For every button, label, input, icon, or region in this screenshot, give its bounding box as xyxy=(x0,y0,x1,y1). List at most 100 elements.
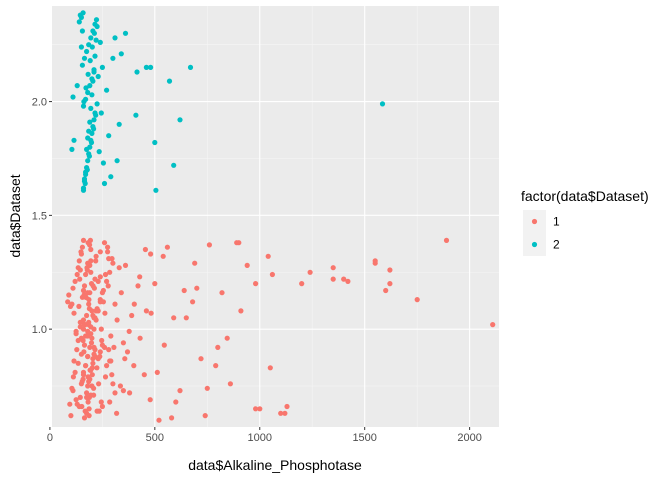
data-point-series-1 xyxy=(112,301,118,307)
data-point-series-1 xyxy=(104,278,110,284)
data-point-series-1 xyxy=(94,365,100,371)
data-point-series-1 xyxy=(67,401,73,407)
data-point-series-1 xyxy=(341,276,347,282)
data-point-series-2 xyxy=(133,112,139,118)
data-point-series-1 xyxy=(85,374,91,380)
data-point-series-1 xyxy=(77,394,83,400)
data-point-series-1 xyxy=(111,344,117,350)
data-point-series-1 xyxy=(77,276,83,282)
data-point-series-2 xyxy=(116,121,122,127)
data-point-series-1 xyxy=(73,328,79,334)
data-point-series-1 xyxy=(90,356,96,362)
data-point-series-2 xyxy=(88,139,95,146)
data-point-series-1 xyxy=(93,258,99,264)
data-point-series-1 xyxy=(88,258,94,264)
data-point-series-1 xyxy=(65,299,71,305)
data-point-series-1 xyxy=(224,335,230,341)
legend: factor(data$Dataset) 1 2 xyxy=(521,188,649,256)
data-point-series-1 xyxy=(77,319,83,325)
data-point-series-2 xyxy=(69,146,75,152)
data-point-series-1 xyxy=(253,281,259,287)
data-point-series-2 xyxy=(85,89,91,96)
data-point-series-1 xyxy=(414,297,420,303)
data-point-series-2 xyxy=(152,139,158,146)
data-point-series-1 xyxy=(82,322,88,328)
data-point-series-1 xyxy=(490,322,496,328)
data-point-series-2 xyxy=(80,187,87,193)
data-point-series-1 xyxy=(97,299,103,305)
data-point-series-1 xyxy=(88,340,95,346)
data-point-series-1 xyxy=(107,358,113,364)
data-point-series-1 xyxy=(244,262,250,268)
data-point-series-1 xyxy=(91,392,97,398)
data-point-series-2 xyxy=(92,53,98,59)
data-point-series-1 xyxy=(73,397,79,403)
data-point-series-1 xyxy=(91,326,97,332)
x-tick-label: 2000 xyxy=(457,432,481,444)
data-point-series-2 xyxy=(88,105,94,111)
data-point-series-1 xyxy=(86,406,92,412)
data-point-series-1 xyxy=(265,253,271,259)
data-point-series-2 xyxy=(77,12,83,18)
data-point-series-1 xyxy=(97,249,103,255)
data-point-series-2 xyxy=(134,69,140,75)
data-point-series-1 xyxy=(79,403,85,410)
data-point-series-1 xyxy=(114,410,120,416)
data-point-series-2 xyxy=(93,112,99,118)
data-point-series-1 xyxy=(84,265,90,271)
data-point-series-1 xyxy=(102,310,108,316)
data-point-series-2 xyxy=(83,169,89,175)
data-point-series-1 xyxy=(105,283,111,289)
data-point-series-1 xyxy=(269,271,275,278)
data-point-series-1 xyxy=(68,413,74,419)
data-point-series-1 xyxy=(85,353,91,360)
data-point-series-1 xyxy=(443,237,450,243)
data-point-series-1 xyxy=(106,347,112,353)
data-point-series-1 xyxy=(83,363,89,369)
data-point-series-2 xyxy=(97,39,103,46)
data-point-series-1 xyxy=(148,310,154,316)
data-point-series-1 xyxy=(202,413,208,419)
data-point-series-1 xyxy=(99,403,105,410)
data-point-series-1 xyxy=(90,360,96,366)
legend-title: factor(data$Dataset) xyxy=(521,188,649,204)
data-point-series-1 xyxy=(131,301,137,307)
data-point-series-1 xyxy=(80,326,87,332)
data-point-series-1 xyxy=(253,406,259,412)
data-point-series-1 xyxy=(88,246,94,253)
data-point-series-1 xyxy=(87,290,93,296)
data-point-series-1 xyxy=(105,244,111,250)
data-point-series-1 xyxy=(127,390,133,396)
data-point-series-2 xyxy=(81,176,88,182)
data-point-series-1 xyxy=(80,376,86,382)
data-point-series-1 xyxy=(112,390,118,396)
data-point-series-2 xyxy=(88,35,94,41)
data-point-series-2 xyxy=(100,160,106,166)
data-point-series-1 xyxy=(102,374,109,380)
data-point-series-1 xyxy=(85,333,91,339)
data-point-series-2 xyxy=(74,83,80,89)
data-point-series-2 xyxy=(114,158,120,164)
data-point-series-2 xyxy=(79,28,85,34)
data-point-series-2 xyxy=(84,146,90,152)
data-point-series-1 xyxy=(84,312,90,319)
data-point-series-1 xyxy=(219,290,225,296)
data-point-series-1 xyxy=(87,237,93,243)
data-point-series-2 xyxy=(78,44,84,50)
data-point-series-1 xyxy=(194,285,200,291)
data-point-series-1 xyxy=(161,342,167,348)
data-point-series-2 xyxy=(79,62,85,68)
data-point-series-2 xyxy=(148,64,154,70)
data-points xyxy=(65,10,496,423)
data-point-series-1 xyxy=(169,415,175,421)
legend-key-2 xyxy=(531,241,538,248)
data-point-series-2 xyxy=(112,35,118,41)
data-point-series-1 xyxy=(80,372,87,378)
data-point-series-1 xyxy=(124,349,131,355)
data-point-series-1 xyxy=(135,283,141,289)
data-point-series-2 xyxy=(153,187,159,193)
data-point-series-1 xyxy=(387,267,393,273)
data-point-series-1 xyxy=(110,381,116,387)
data-point-series-1 xyxy=(91,285,97,291)
data-point-series-2 xyxy=(106,133,112,139)
